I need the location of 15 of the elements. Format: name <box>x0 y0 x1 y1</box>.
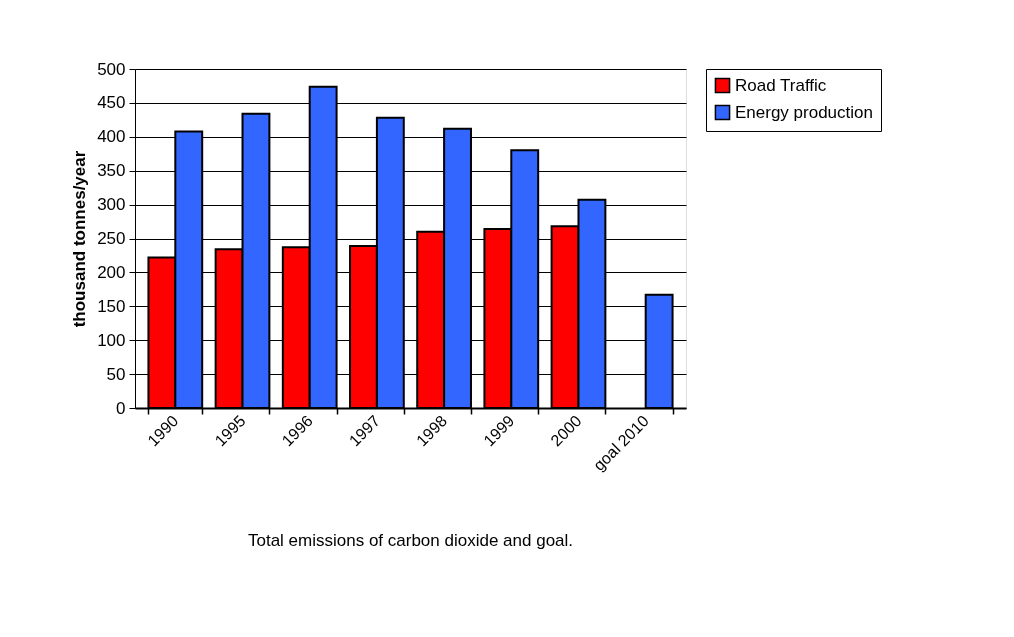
y-tick-label: 50 <box>106 364 126 384</box>
y-tick-label: 0 <box>116 398 126 418</box>
y-tick-label: 150 <box>97 296 126 316</box>
y-tick-label: 500 <box>97 59 126 79</box>
text: Total emissions of carbon dioxide and goal. <box>247 531 574 551</box>
y-tick-label: 350 <box>97 161 126 181</box>
y-tick-label: 100 <box>97 330 126 350</box>
legend-label: Energy production <box>735 102 873 122</box>
y-tick-label: 450 <box>97 93 126 113</box>
y-tick-label: 300 <box>97 195 126 215</box>
y-tick-label: 200 <box>97 262 126 282</box>
legend-label: Road Traffic <box>735 75 827 95</box>
y-axis-title: thousand tonnes/year <box>70 150 90 328</box>
y-tick-label: 400 <box>97 127 126 147</box>
y-tick-label: 250 <box>97 229 126 248</box>
